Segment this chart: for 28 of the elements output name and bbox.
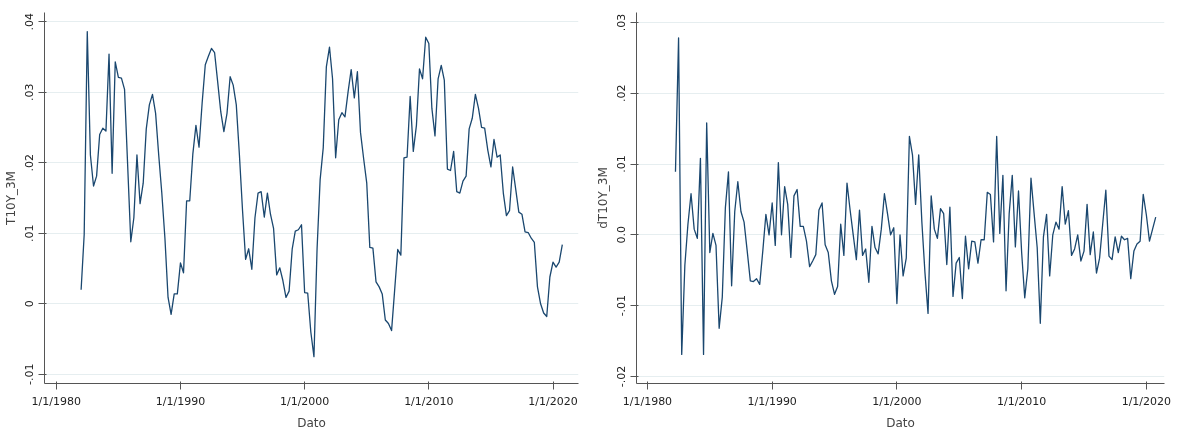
y-tick-label: -.01 — [23, 363, 37, 386]
y-tick-label: .03 — [23, 83, 37, 101]
y-tick-label: .01 — [615, 155, 629, 173]
y-tick-label: .02 — [23, 153, 37, 172]
y-axis-title: dT10Y_3M — [595, 167, 610, 229]
y-axis-title: T10Y_3M — [3, 171, 18, 226]
x-tick-label: 1/1/2000 — [279, 394, 330, 408]
x-axis-title: Dato — [886, 415, 915, 430]
y-tick-label: .01 — [23, 224, 37, 243]
x-tick-label: 1/1/1980 — [622, 394, 673, 408]
x-tick-label: 1/1/2020 — [1121, 394, 1172, 408]
y-tick-label: -.01 — [615, 294, 629, 317]
y-tick-label: 0 — [23, 300, 37, 308]
line-series — [674, 37, 1157, 356]
x-tick-label: 1/1/1990 — [155, 394, 206, 408]
y-tick-label: .03 — [615, 13, 629, 32]
y-tick-label: .04 — [23, 12, 37, 31]
x-tick-label: 1/1/2020 — [528, 394, 578, 408]
y-tick-label: .02 — [615, 84, 629, 102]
x-tick-label: 1/1/1980 — [31, 394, 81, 408]
y-tick-label: 0.0 — [615, 226, 629, 244]
x-tick-label: 1/1/2010 — [404, 394, 454, 408]
x-tick-label: 1/1/2010 — [996, 394, 1047, 408]
x-tick-label: 1/1/1990 — [747, 394, 797, 408]
line-series — [80, 30, 563, 358]
x-axis-title: Dato — [297, 415, 326, 430]
x-tick-label: 1/1/2000 — [872, 394, 922, 408]
y-tick-label: -.02 — [615, 365, 629, 388]
